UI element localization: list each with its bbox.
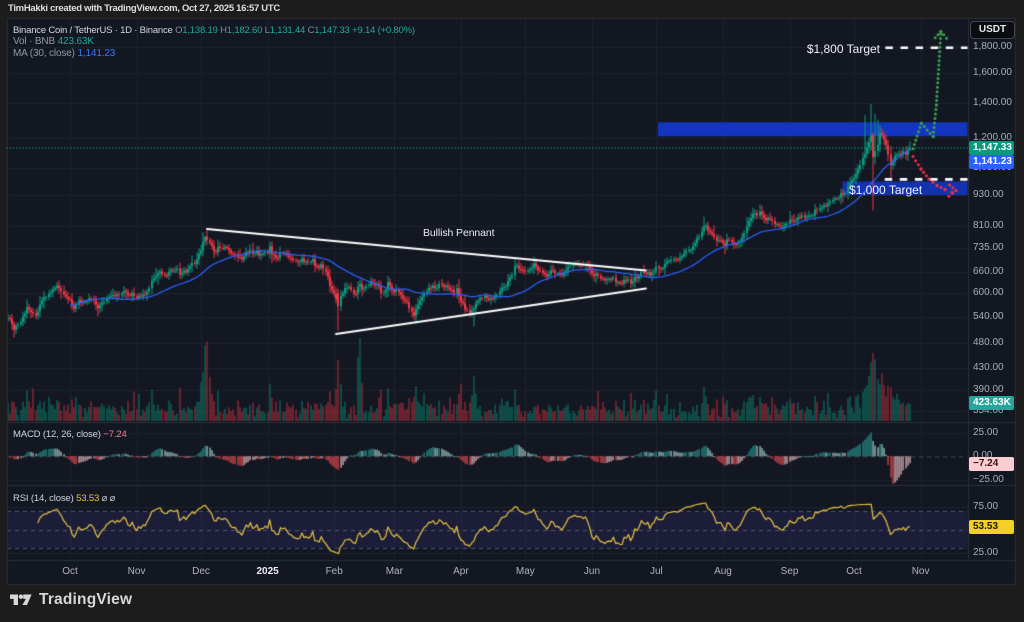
- macd-axis-label: 0.00: [973, 450, 993, 462]
- change-value: +9.14 (+0.80%): [352, 24, 415, 36]
- price-axis-label: 600.00: [973, 287, 1004, 299]
- time-axis-label-apr[interactable]: Apr: [453, 566, 469, 577]
- price-axis-label: 480.00: [973, 337, 1004, 349]
- time-axis-label-sep[interactable]: Sep: [780, 566, 799, 577]
- ohlc-value: 1,131.44: [269, 24, 306, 36]
- price-axis-label: 660.00: [973, 265, 1004, 277]
- last-price-label: 1,147.33: [969, 141, 1014, 155]
- price-axis-label: 390.00: [973, 383, 1004, 395]
- header-bar: TimHakki created with TradingView.com, O…: [0, 0, 1024, 18]
- macd-axis-label: −25.00: [973, 474, 1004, 485]
- macd-legend-row[interactable]: MACD (12, 26, close) −7.24: [13, 429, 127, 440]
- price-axis-label: 1,800.00: [973, 41, 1012, 53]
- time-axis-label-2025[interactable]: 2025: [256, 566, 279, 577]
- price-axis-label: 1,600.00: [973, 67, 1012, 79]
- time-axis-label-nov[interactable]: Nov: [127, 566, 146, 577]
- rsi-axis-label: 25.00: [973, 547, 999, 558]
- price-axis-label: 540.00: [973, 310, 1004, 322]
- macd-value: −7.24: [103, 429, 127, 440]
- time-axis-label-aug[interactable]: Aug: [714, 566, 732, 577]
- time-axis-label-oct[interactable]: Oct: [846, 566, 862, 577]
- ma-value: 1,141.23: [77, 47, 116, 59]
- tradingview-logo-icon: [10, 594, 32, 605]
- price-axis-label: 430.00: [973, 361, 1004, 373]
- time-axis-label-mar[interactable]: Mar: [385, 566, 403, 577]
- ohlc-value: 1,182.60: [226, 24, 263, 36]
- price-axis-label: 930.00: [973, 189, 1004, 201]
- brand-footer[interactable]: TradingView: [10, 591, 132, 609]
- price-axis-label: 1,200.00: [973, 131, 1012, 143]
- time-axis-label-may[interactable]: May: [515, 566, 535, 577]
- ohlc-key: L: [264, 24, 270, 36]
- rsi-value: 53.53: [76, 493, 100, 504]
- volume-label: Vol · BNB: [13, 36, 55, 47]
- rsi-hidden-indicator-icons: ⌀ ⌀: [101, 493, 116, 504]
- price-axis-label: 354.00: [973, 405, 1004, 417]
- time-axis-label-jun[interactable]: Jun: [583, 566, 601, 577]
- time-axis-label-jul[interactable]: Jul: [649, 566, 663, 577]
- ma-legend-row[interactable]: MA (30, close) 1,141.23: [13, 48, 115, 59]
- ohlc-key: H: [220, 24, 227, 36]
- volume-legend-row[interactable]: Vol · BNB 423.63K: [13, 36, 94, 47]
- price-axis-label: 1,400.00: [973, 97, 1012, 109]
- brand-name: TradingView: [39, 591, 133, 608]
- symbol-legend-row[interactable]: Binance Coin / TetherUS · 1D · Binance O…: [13, 25, 415, 36]
- time-axis-label-oct[interactable]: Oct: [62, 566, 78, 577]
- time-axis-label-feb[interactable]: Feb: [325, 566, 343, 577]
- ohlc-values: O1,138.19 H1,182.60 L1,131.44 C1,147.33: [173, 25, 350, 36]
- ma-label: MA (30, close): [13, 47, 75, 59]
- rsi-axis-label: 75.00: [973, 500, 999, 512]
- macd-value-label: −7.24: [969, 456, 1014, 471]
- ohlc-value: 1,138.19: [182, 24, 218, 36]
- macd-label: MACD (12, 26, close): [13, 429, 101, 440]
- ohlc-key: O: [175, 24, 183, 36]
- rsi-label: RSI (14, close): [13, 493, 74, 504]
- header-title: TimHakki created with TradingView.com, O…: [8, 3, 280, 14]
- volume-value: 423.63K: [57, 36, 94, 47]
- rsi-legend-row[interactable]: RSI (14, close) 53.53 ⌀ ⌀: [13, 493, 115, 504]
- ohlc-value: 1,147.33: [314, 24, 350, 36]
- macd-axis-label: 25.00: [973, 426, 999, 438]
- target-1000-label[interactable]: $1,000 Target: [849, 183, 923, 197]
- ma-value-label: 1,141.23: [969, 155, 1014, 169]
- ohlc-key: C: [307, 24, 315, 36]
- price-axis-label: 810.00: [973, 219, 1004, 231]
- symbol-title: Binance Coin / TetherUS · 1D · Binance: [13, 24, 173, 36]
- time-axis-label-nov[interactable]: Nov: [911, 566, 930, 577]
- time-axis-label-dec[interactable]: Dec: [192, 566, 210, 577]
- price-axis-label: 735.00: [973, 241, 1004, 253]
- rsi-value-label: 53.53: [969, 519, 1014, 534]
- target-1800-label[interactable]: $1,800 Target: [806, 41, 880, 56]
- currency-usdt-button[interactable]: USDT: [970, 21, 1015, 39]
- volume-value-label: 423.63K: [969, 396, 1014, 410]
- pennant-annotation-label[interactable]: Bullish Pennant: [423, 226, 495, 239]
